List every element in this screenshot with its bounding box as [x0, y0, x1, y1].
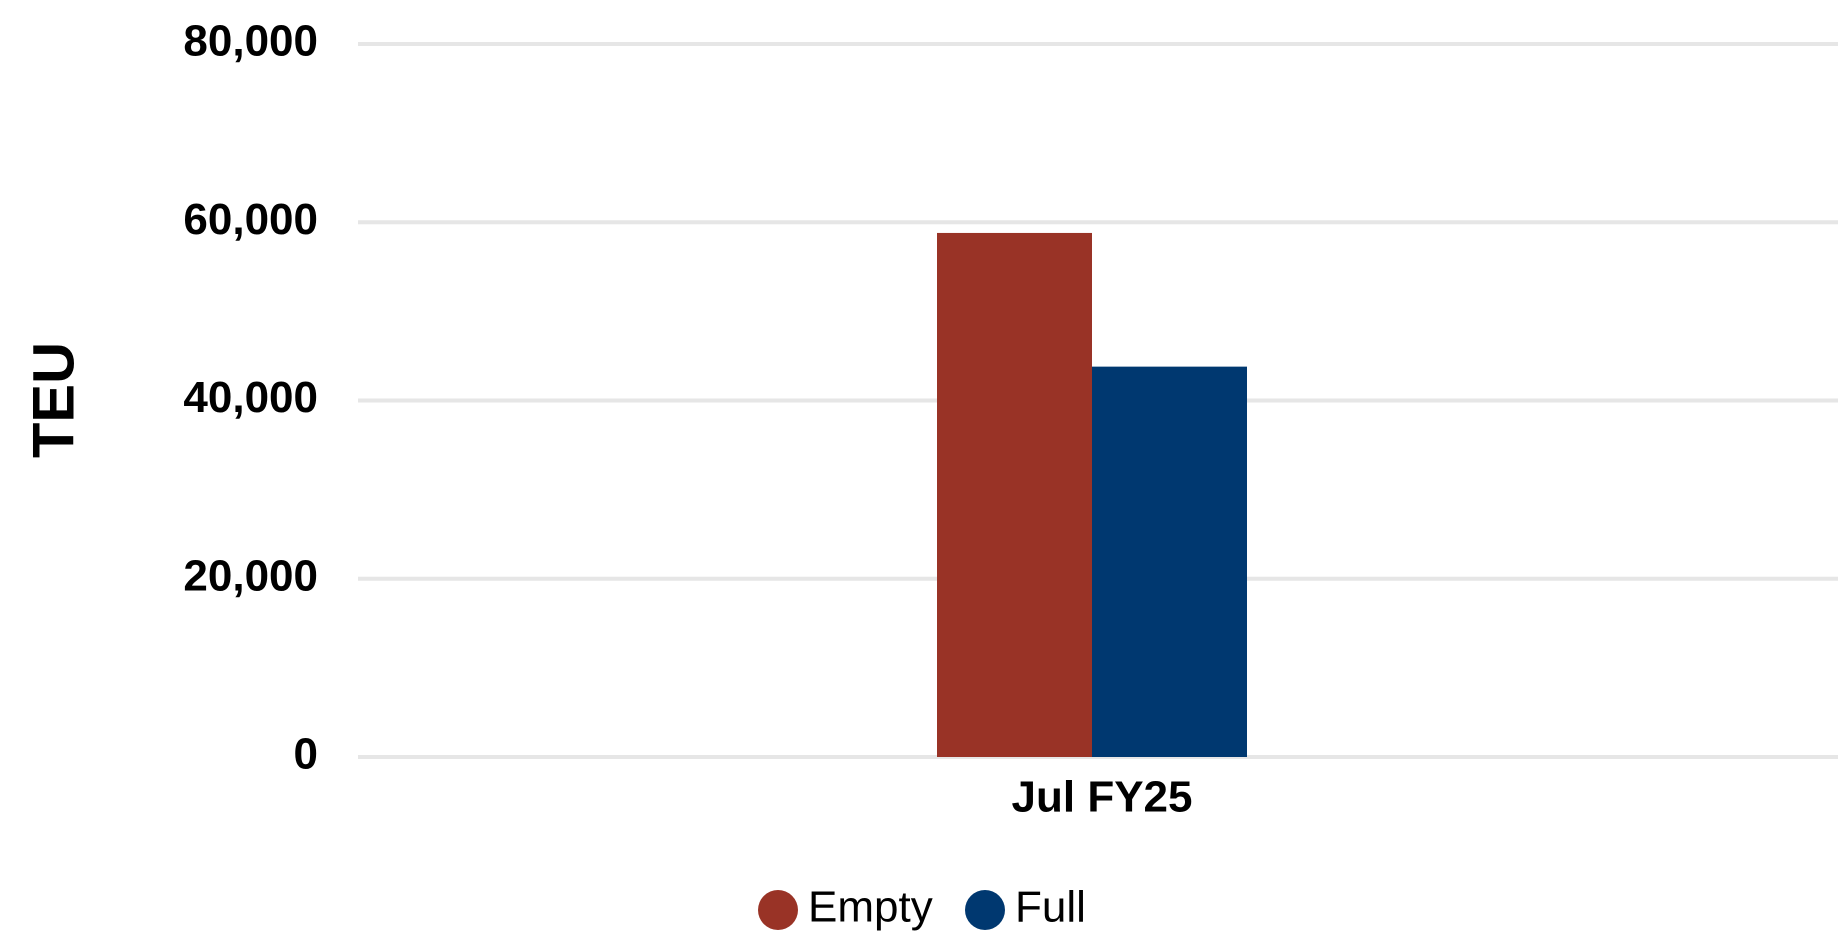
y-tick-label: 40,000	[183, 373, 318, 422]
y-tick-label: 20,000	[183, 551, 318, 600]
bar-full-0	[1092, 366, 1247, 757]
y-tick-label: 0	[294, 730, 318, 779]
legend: Empty Full	[758, 883, 1086, 932]
bar-empty-0	[937, 232, 1092, 757]
x-tick-label: Jul FY25	[1012, 773, 1193, 822]
y-tick-label: 80,000	[183, 17, 318, 66]
y-tick-label: 60,000	[183, 195, 318, 244]
y-axis-ticks: 0 20,000 40,000 60,000 80,000	[183, 17, 318, 779]
legend-label-empty: Empty	[808, 883, 933, 932]
legend-label-full: Full	[1015, 883, 1086, 932]
bars	[937, 232, 1247, 757]
legend-swatch-empty	[758, 890, 798, 930]
y-axis-title: TEU	[21, 342, 86, 458]
x-axis-ticks: Jul FY25	[1012, 773, 1193, 822]
legend-swatch-full	[965, 890, 1005, 930]
